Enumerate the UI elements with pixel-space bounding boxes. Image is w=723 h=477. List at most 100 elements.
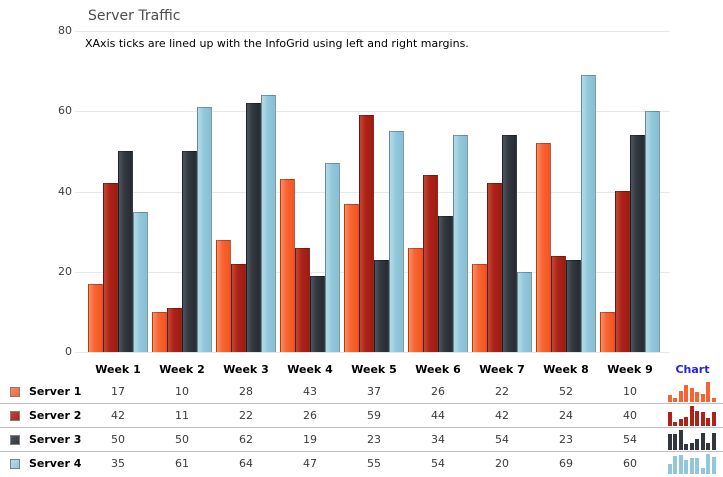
bar-server-1-week-5[interactable]: [344, 204, 359, 352]
bar-server-2-week-8[interactable]: [551, 256, 566, 352]
spark-bar: [678, 455, 683, 474]
grid-value-cell: 40: [623, 409, 637, 422]
grid-row-server-2[interactable]: Server 2 42 11 22 26 59 44 42 24 40: [0, 404, 723, 428]
spark-bar: [673, 422, 678, 426]
series-swatch-icon: [10, 410, 20, 421]
bar-server-4-week-7[interactable]: [517, 272, 532, 352]
spark-bar: [695, 458, 700, 474]
bar-server-1-week-4[interactable]: [280, 179, 295, 352]
spark-bar: [711, 457, 716, 474]
bar-server-1-week-1[interactable]: [88, 284, 103, 352]
series-swatch-icon: [10, 458, 20, 469]
grid-row-server-1[interactable]: Server 1 17 10 28 43 37 26 22 52 10: [0, 380, 723, 404]
spark-bar: [667, 395, 672, 402]
chart-subtitle: XAxis ticks are lined up with the InfoGr…: [85, 37, 469, 50]
bar-server-1-week-3[interactable]: [216, 240, 231, 352]
bar-server-4-week-6[interactable]: [453, 135, 468, 352]
bar-server-1-week-9[interactable]: [600, 312, 615, 352]
bar-server-3-week-3[interactable]: [246, 103, 261, 352]
grid-value-cell: 61: [175, 457, 189, 470]
spark-bar: [700, 433, 705, 450]
sparkline-cell: [662, 428, 723, 451]
bar-server-3-week-9[interactable]: [630, 135, 645, 352]
bar-server-3-week-4[interactable]: [310, 276, 325, 352]
grid-header-chart-column[interactable]: Chart: [675, 362, 710, 376]
legend-cell: Server 2: [0, 409, 86, 422]
grid-value-cell: 10: [175, 385, 189, 398]
y-gridline: [75, 31, 670, 32]
grid-header-week: Week 1: [95, 362, 141, 376]
bar-server-2-week-9[interactable]: [615, 191, 630, 352]
grid-value-cell: 10: [623, 385, 637, 398]
spark-bar: [673, 398, 678, 402]
bar-server-2-week-1[interactable]: [103, 183, 118, 352]
y-axis-tick-label: 40: [58, 184, 72, 198]
bar-server-4-week-3[interactable]: [261, 95, 276, 352]
spark-bar: [667, 464, 672, 474]
grid-value-cell: 24: [559, 409, 573, 422]
grid-value-cell: 50: [175, 433, 189, 446]
grid-value-cell: 54: [623, 433, 637, 446]
bar-server-4-week-2[interactable]: [197, 107, 212, 352]
spark-bar: [684, 444, 689, 450]
bar-server-2-week-5[interactable]: [359, 115, 374, 352]
y-axis-tick-label: 80: [58, 24, 72, 37]
bar-server-4-week-1[interactable]: [133, 212, 148, 352]
grid-row-server-3[interactable]: Server 3 50 50 62 19 23 34 54 23 54: [0, 428, 723, 452]
bar-server-2-week-2[interactable]: [167, 308, 182, 352]
grid-row-server-4[interactable]: Server 4 35 61 64 47 55 54 20 69 60: [0, 452, 723, 475]
spark-bar: [706, 418, 711, 426]
grid-value-cell: 47: [303, 457, 317, 470]
spark-bar: [695, 439, 700, 450]
bar-server-3-week-6[interactable]: [438, 216, 453, 352]
bar-server-1-week-6[interactable]: [408, 248, 423, 352]
y-axis-tick-label: 20: [58, 264, 72, 278]
bar-server-3-week-5[interactable]: [374, 260, 389, 352]
bar-server-3-week-1[interactable]: [118, 151, 133, 352]
sparkline-server-3[interactable]: [667, 429, 718, 450]
bar-server-3-week-8[interactable]: [566, 260, 581, 352]
bar-server-1-week-7[interactable]: [472, 264, 487, 352]
y-gridline: [75, 111, 670, 113]
chart-title: Server Traffic: [88, 8, 181, 24]
legend-cell: Server 4: [0, 457, 86, 470]
bar-server-1-week-2[interactable]: [152, 312, 167, 352]
bar-server-3-week-2[interactable]: [182, 151, 197, 352]
spark-bar: [678, 430, 683, 450]
grid-value-cell: 28: [239, 385, 253, 398]
spark-bar: [684, 460, 689, 474]
sparkline-server-2[interactable]: [667, 405, 718, 426]
grid-value-cell: 60: [623, 457, 637, 470]
grid-header-week: Week 8: [543, 362, 589, 376]
spark-bar: [689, 388, 694, 402]
spark-bar: [711, 412, 716, 426]
spark-bar: [673, 456, 678, 474]
spark-bar: [667, 412, 672, 426]
grid-value-cell: 43: [303, 385, 317, 398]
bar-server-2-week-6[interactable]: [423, 175, 438, 352]
bar-server-2-week-3[interactable]: [231, 264, 246, 352]
grid-value-cell: 54: [495, 433, 509, 446]
bar-server-2-week-7[interactable]: [487, 183, 502, 352]
series-label: Server 3: [29, 433, 82, 446]
bar-server-3-week-7[interactable]: [502, 135, 517, 352]
grid-header-row: Week 1 Week 2 Week 3 Week 4 Week 5 Week 6 Week…: [0, 358, 723, 380]
grid-value-cell: 44: [431, 409, 445, 422]
grid-value-cell: 64: [239, 457, 253, 470]
y-axis-tick-label: 0: [65, 345, 72, 358]
bar-server-4-week-5[interactable]: [389, 131, 404, 352]
grid-value-cell: 55: [367, 457, 381, 470]
spark-bar: [667, 434, 672, 450]
grid-value-cell: 17: [111, 385, 125, 398]
sparkline-server-1[interactable]: [667, 381, 718, 402]
bar-server-1-week-8[interactable]: [536, 143, 551, 352]
grid-value-cell: 59: [367, 409, 381, 422]
grid-header-week: Week 4: [287, 362, 333, 376]
sparkline-server-4[interactable]: [667, 453, 718, 474]
bar-server-4-week-9[interactable]: [645, 111, 660, 352]
grid-value-cell: 19: [303, 433, 317, 446]
bar-server-4-week-8[interactable]: [581, 75, 596, 352]
bar-server-2-week-4[interactable]: [295, 248, 310, 352]
bar-server-4-week-4[interactable]: [325, 163, 340, 352]
